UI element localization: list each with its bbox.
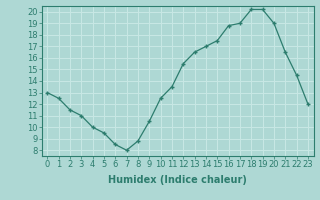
X-axis label: Humidex (Indice chaleur): Humidex (Indice chaleur) bbox=[108, 175, 247, 185]
